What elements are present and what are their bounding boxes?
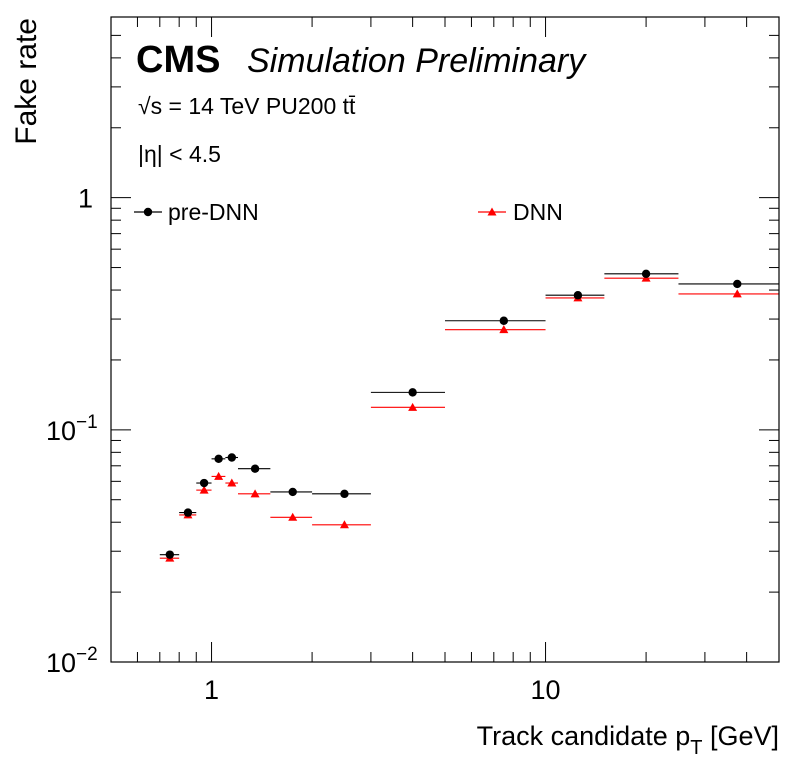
- chart-subtitle: Simulation Preliminary: [247, 42, 587, 80]
- data-point-dnn: [288, 512, 298, 521]
- series-layer: [159, 269, 779, 562]
- data-point-pre-dnn: [250, 464, 260, 473]
- legend: pre-DNN DNN: [134, 199, 563, 225]
- legend-pre-dnn-marker: [143, 207, 153, 217]
- x-axis-title-unit: [GeV]: [702, 721, 779, 751]
- y-tick-label-base: 10: [46, 648, 76, 678]
- legend-dnn-marker: [487, 207, 497, 216]
- data-point-pre-dnn: [199, 478, 209, 488]
- data-point-dnn: [499, 325, 509, 334]
- data-point-pre-dnn: [214, 454, 223, 464]
- data-point-pre-dnn: [641, 269, 651, 278]
- y-tick-label: 1: [78, 184, 93, 214]
- data-point-pre-dnn: [408, 388, 417, 397]
- y-tick-label-exponent: −1: [76, 412, 98, 433]
- data-point-pre-dnn: [227, 453, 237, 462]
- data-point-dnn: [732, 289, 742, 298]
- data-point-dnn: [408, 402, 418, 411]
- data-point-pre-dnn: [733, 279, 742, 289]
- series-pre-dnn: [159, 269, 779, 559]
- legend-pre-dnn-label: pre-DNN: [168, 199, 259, 225]
- energy-annotation: √s = 14 TeV PU200 tt̄: [138, 93, 356, 119]
- data-point-dnn: [250, 489, 260, 498]
- y-tick-label: 10−2: [46, 644, 98, 678]
- y-tick-label-base: 10: [46, 416, 76, 446]
- data-point-pre-dnn: [288, 487, 297, 497]
- x-tick-label: 10: [531, 675, 561, 705]
- plot-frame: [110, 16, 780, 663]
- x-axis-title: Track candidate pT [GeV]: [477, 721, 779, 759]
- data-point-pre-dnn: [165, 550, 175, 559]
- chart-title: CMS: [136, 39, 220, 81]
- eta-annotation: |η| < 4.5: [138, 141, 221, 167]
- data-point-dnn: [199, 485, 209, 494]
- data-point-pre-dnn: [183, 508, 193, 517]
- legend-dnn-label: DNN: [513, 199, 563, 225]
- data-point-dnn: [214, 471, 224, 480]
- x-axis-title-text: Track candidate p: [477, 721, 691, 751]
- x-tick-label: 1: [204, 675, 219, 705]
- data-point-dnn: [339, 520, 349, 529]
- y-tick-label: 10−1: [46, 412, 98, 446]
- data-point-pre-dnn: [573, 291, 583, 300]
- x-axis-title-subscript: T: [690, 737, 702, 759]
- data-point-dnn: [227, 478, 237, 487]
- y-tick-label-exponent: −2: [76, 644, 98, 665]
- data-point-pre-dnn: [340, 489, 349, 499]
- data-point-pre-dnn: [499, 316, 509, 325]
- y-axis-title: Fake rate: [10, 18, 43, 145]
